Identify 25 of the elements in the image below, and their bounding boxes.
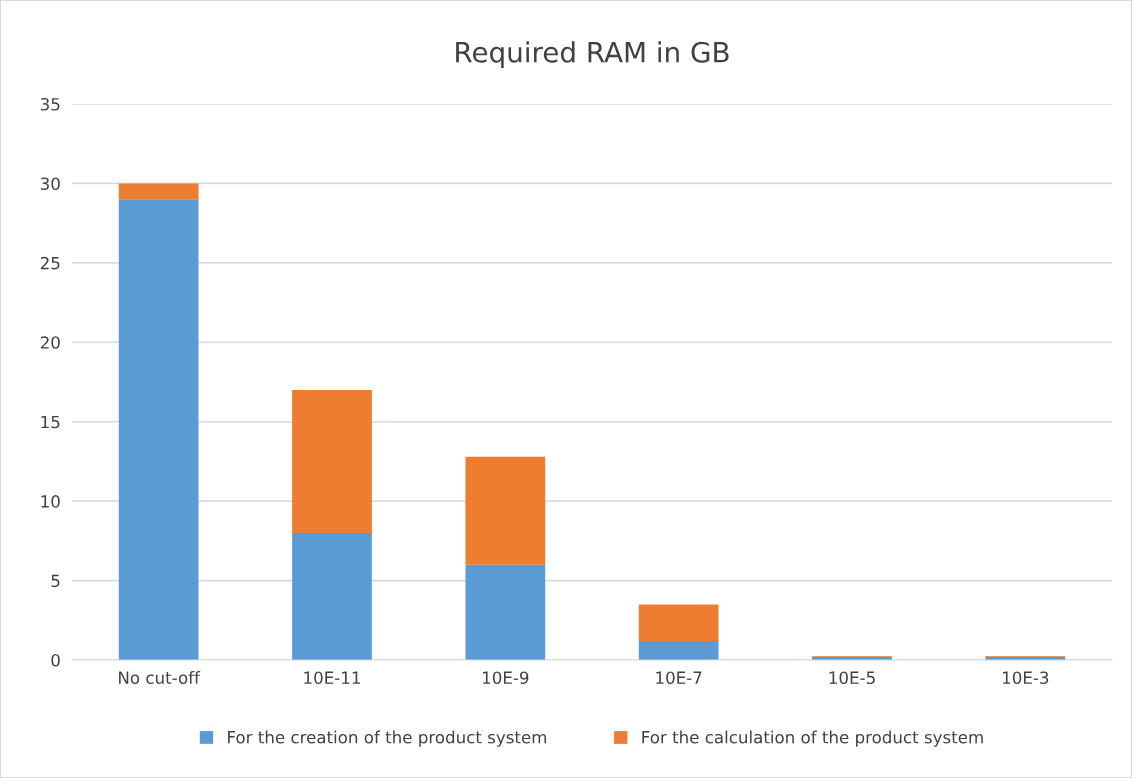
y-tick-label: 35 <box>40 97 60 111</box>
bar <box>118 183 199 200</box>
y-tick-label: 30 <box>40 177 60 190</box>
bar <box>638 640 719 660</box>
y-tick-label: 5 <box>51 574 60 588</box>
legend-label: For the creation of the product system <box>228 730 547 747</box>
y-tick-label: 0 <box>51 653 60 667</box>
bar <box>465 564 546 660</box>
x-tick-label: No cut-off <box>119 671 201 685</box>
y-tick-label: 10 <box>41 495 60 508</box>
bar <box>292 389 372 533</box>
bar <box>118 199 199 660</box>
x-tick-label: 10E-3 <box>1002 671 1049 685</box>
y-tick-label: 25 <box>40 256 60 270</box>
bar <box>292 532 372 660</box>
bar <box>465 456 546 565</box>
y-tick-label: 15 <box>41 415 60 429</box>
x-tick-label: 10E-5 <box>829 671 875 685</box>
bar <box>638 604 719 641</box>
x-tick-label: 10E-9 <box>482 671 529 685</box>
x-tick-label: 10E-11 <box>304 671 360 685</box>
y-tick-label: 20 <box>40 336 60 349</box>
x-tick-label: 10E-7 <box>656 671 702 685</box>
legend-label: For the calculation of the product system <box>642 730 983 747</box>
chart-title: Required RAM in GB <box>456 41 729 69</box>
